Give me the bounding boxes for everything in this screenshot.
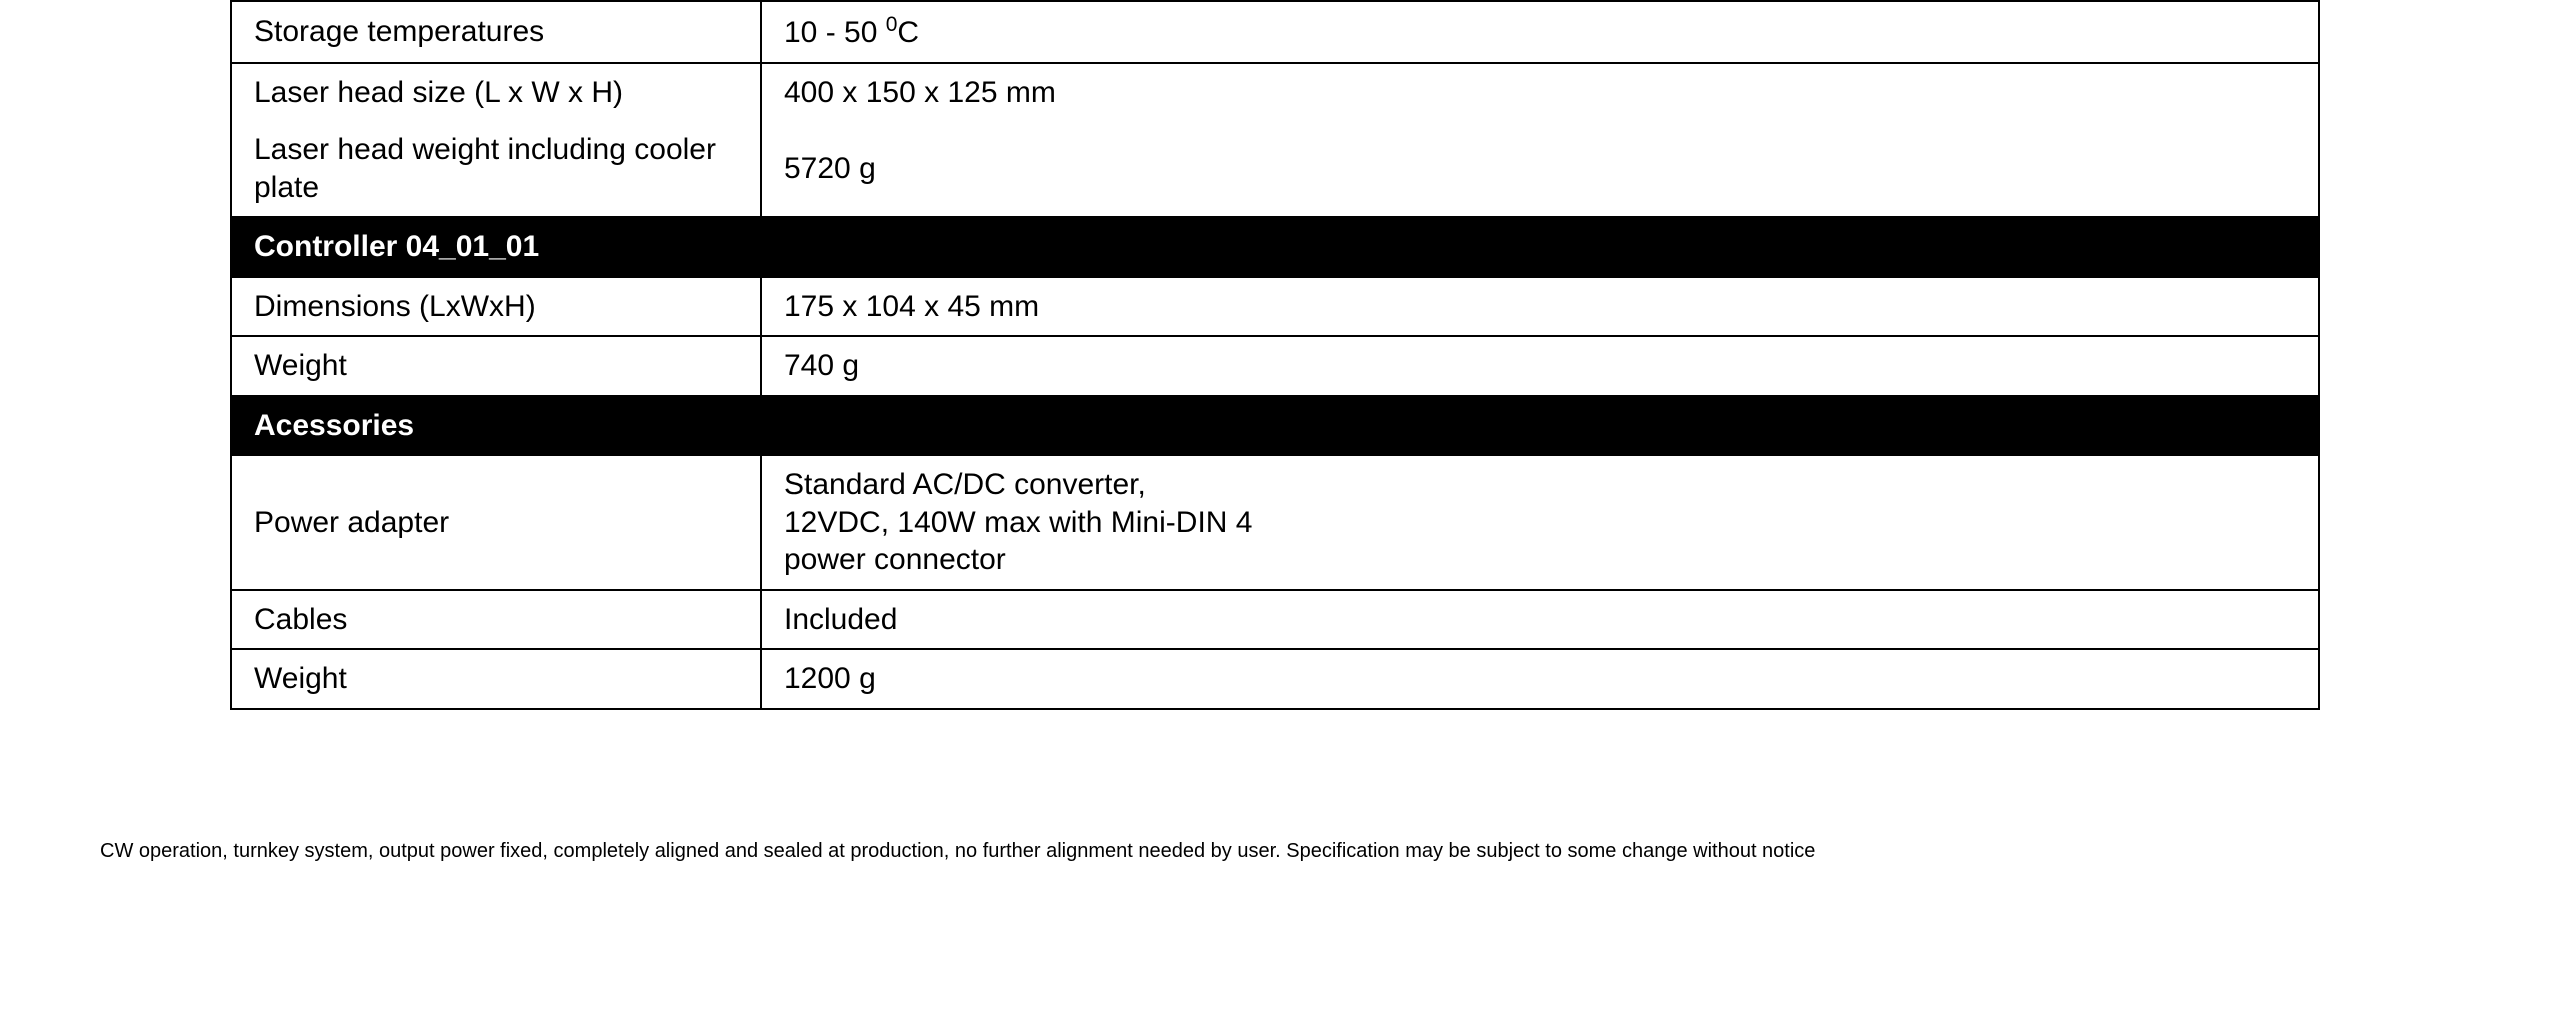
spec-label-cell: Weight <box>231 649 761 709</box>
spec-value-cell: Standard AC/DC converter,12VDC, 140W max… <box>761 455 2319 590</box>
spec-value-cell: 10 - 50 0C <box>761 1 2319 63</box>
spec-value-cell: Included <box>761 590 2319 650</box>
specifications-table: Storage temperatures10 - 50 0CLaser head… <box>230 0 2320 710</box>
footnote-text: CW operation, turnkey system, output pow… <box>0 840 2550 863</box>
spec-label-cell: Power adapter <box>231 455 761 590</box>
section-header-cell: Acessories <box>231 396 2319 456</box>
spec-value-cell: 175 x 104 x 45 mm <box>761 277 2319 337</box>
table-row: Storage temperatures10 - 50 0C <box>231 1 2319 63</box>
spec-label-cell: Laser head weight including cooler plate <box>231 121 761 217</box>
table-row: Power adapterStandard AC/DC converter,12… <box>231 455 2319 590</box>
section-header-cell: Controller 04_01_01 <box>231 217 2319 277</box>
spec-value-cell: 740 g <box>761 336 2319 396</box>
spec-value-cell: 5720 g <box>761 121 2319 217</box>
spec-label-cell: Cables <box>231 590 761 650</box>
table-section-header: Controller 04_01_01 <box>231 217 2319 277</box>
spec-label-cell: Dimensions (LxWxH) <box>231 277 761 337</box>
spec-value-cell: 1200 g <box>761 649 2319 709</box>
table-section-header: Acessories <box>231 396 2319 456</box>
table-row: Dimensions (LxWxH)175 x 104 x 45 mm <box>231 277 2319 337</box>
page-container: Storage temperatures10 - 50 0CLaser head… <box>0 0 2550 750</box>
specifications-table-body: Storage temperatures10 - 50 0CLaser head… <box>231 1 2319 709</box>
spec-label-cell: Storage temperatures <box>231 1 761 63</box>
table-row: Laser head weight including cooler plate… <box>231 121 2319 217</box>
table-row: Laser head size (L x W x H)400 x 150 x 1… <box>231 63 2319 122</box>
table-row: Weight740 g <box>231 336 2319 396</box>
table-row: CablesIncluded <box>231 590 2319 650</box>
table-row: Weight1200 g <box>231 649 2319 709</box>
spec-value-cell: 400 x 150 x 125 mm <box>761 63 2319 122</box>
spec-label-cell: Weight <box>231 336 761 396</box>
spec-label-cell: Laser head size (L x W x H) <box>231 63 761 122</box>
